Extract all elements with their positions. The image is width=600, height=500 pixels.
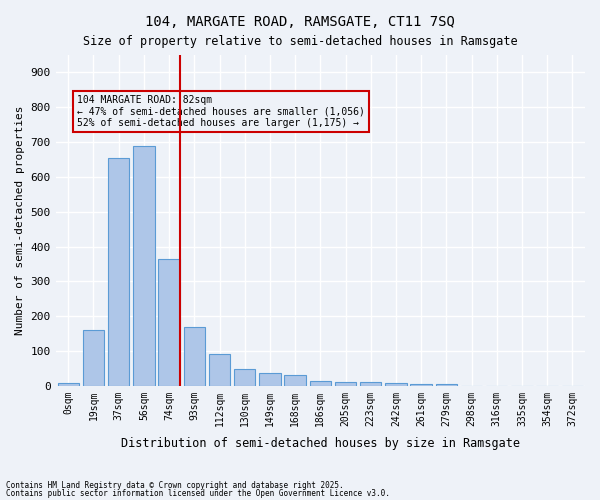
Bar xyxy=(259,372,281,386)
Bar xyxy=(184,326,205,386)
Bar xyxy=(133,146,155,386)
Bar xyxy=(436,384,457,386)
Bar xyxy=(335,382,356,386)
Y-axis label: Number of semi-detached properties: Number of semi-detached properties xyxy=(15,106,25,335)
Bar xyxy=(310,381,331,386)
Bar xyxy=(410,384,432,386)
Bar xyxy=(209,354,230,386)
Text: Contains public sector information licensed under the Open Government Licence v3: Contains public sector information licen… xyxy=(6,489,390,498)
Bar xyxy=(158,258,180,386)
Text: Contains HM Land Registry data © Crown copyright and database right 2025.: Contains HM Land Registry data © Crown c… xyxy=(6,480,344,490)
Text: Size of property relative to semi-detached houses in Ramsgate: Size of property relative to semi-detach… xyxy=(83,35,517,48)
Bar xyxy=(385,382,407,386)
Bar xyxy=(284,376,306,386)
Bar xyxy=(58,384,79,386)
Text: 104, MARGATE ROAD, RAMSGATE, CT11 7SQ: 104, MARGATE ROAD, RAMSGATE, CT11 7SQ xyxy=(145,15,455,29)
Text: 104 MARGATE ROAD: 82sqm
← 47% of semi-detached houses are smaller (1,056)
52% of: 104 MARGATE ROAD: 82sqm ← 47% of semi-de… xyxy=(77,94,365,128)
X-axis label: Distribution of semi-detached houses by size in Ramsgate: Distribution of semi-detached houses by … xyxy=(121,437,520,450)
Bar xyxy=(234,369,256,386)
Bar xyxy=(108,158,130,386)
Bar xyxy=(83,330,104,386)
Bar xyxy=(360,382,382,386)
